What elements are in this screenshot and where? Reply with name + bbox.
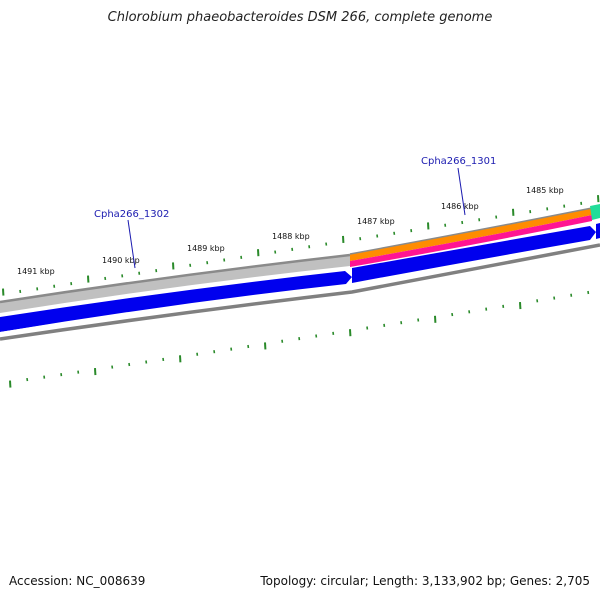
gene-leader-cpha266-1302 — [127, 219, 136, 269]
kbp-label-1487: 1487 kbp — [357, 217, 395, 226]
gene-arrow-partial — [596, 223, 600, 239]
orange-band-edge — [349, 207, 593, 255]
gene-label-cpha266-1301[interactable]: Cpha266_1301 — [421, 156, 496, 167]
outer-tick-ring — [2, 195, 600, 296]
gene-arrow-cpha266-1301 — [352, 226, 596, 283]
gene-leader-cpha266-1301 — [457, 167, 466, 216]
genome-backbone — [0, 243, 600, 341]
kbp-label-1490: 1490 kbp — [102, 256, 140, 265]
gray-feature-band — [0, 255, 350, 313]
inner-tick-ring — [9, 290, 590, 388]
kbp-label-1485: 1485 kbp — [526, 186, 564, 195]
kbp-label-1489: 1489 kbp — [187, 244, 225, 253]
orange-gene-band — [350, 208, 592, 261]
track-separator — [0, 239, 600, 334]
map-title: Chlorobium phaeobacteroides DSM 266, com… — [107, 10, 493, 25]
kbp-label-1486: 1486 kbp — [441, 202, 479, 211]
gray-band-edge — [0, 253, 351, 304]
genome-summary-text: Topology: circular; Length: 3,133,902 bp… — [260, 574, 590, 588]
gene-label-cpha266-1302[interactable]: Cpha266_1302 — [94, 209, 169, 220]
magenta-gene-band — [350, 215, 592, 267]
teal-gene-block — [590, 204, 600, 220]
accession-text: Accession: NC_008639 — [9, 574, 146, 588]
kbp-label-1488: 1488 kbp — [272, 232, 310, 241]
gene-arrow-cpha266-1302 — [0, 271, 352, 332]
kbp-label-1491: 1491 kbp — [17, 267, 55, 276]
